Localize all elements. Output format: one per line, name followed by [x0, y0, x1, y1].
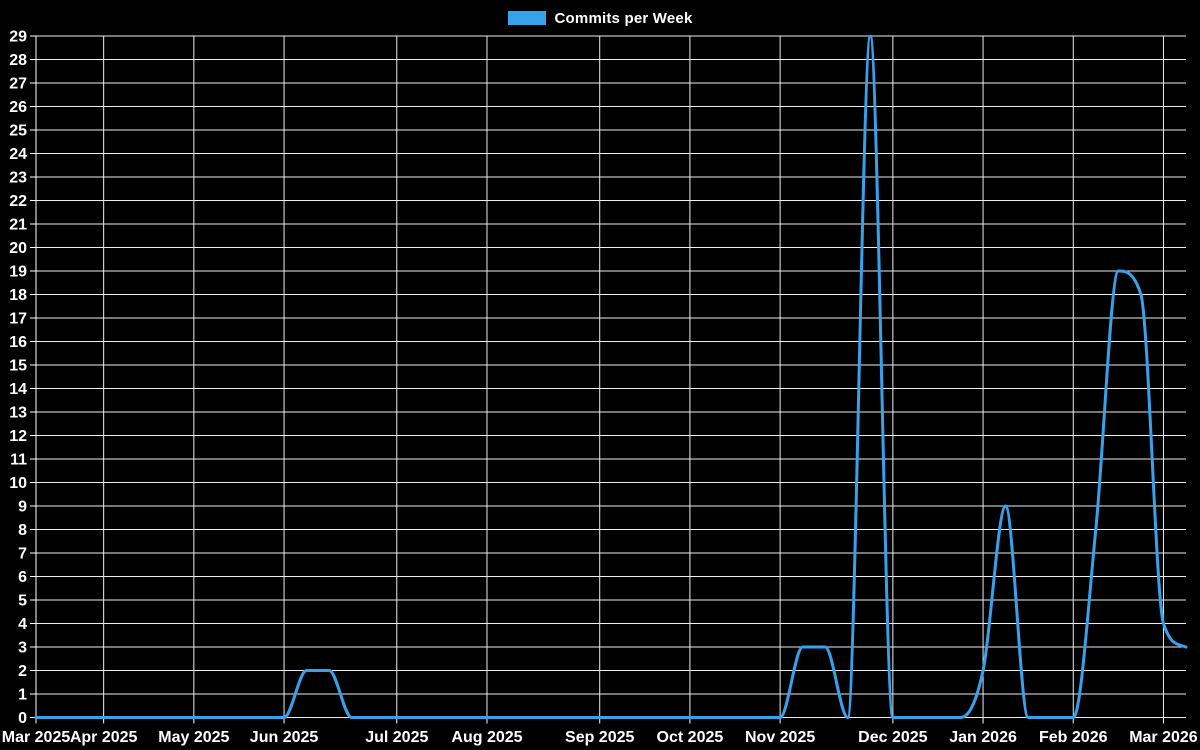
x-tick-label: May 2025: [158, 729, 229, 746]
y-tick-label: 25: [9, 123, 27, 140]
y-tick-label: 14: [9, 381, 27, 398]
y-tick-label: 4: [18, 616, 27, 633]
x-tick-label: Mar 2026: [1129, 729, 1198, 746]
y-tick-label: 11: [10, 452, 27, 469]
x-tick-label: Apr 2025: [70, 729, 138, 746]
y-tick-label: 3: [18, 640, 27, 657]
y-tick-label: 10: [9, 475, 27, 492]
y-tick-label: 2: [18, 663, 27, 680]
x-tick-label: Dec 2025: [858, 729, 927, 746]
y-tick-label: 20: [9, 240, 27, 257]
legend-swatch: [507, 11, 546, 25]
y-tick-label: 29: [9, 29, 27, 46]
x-tick-label: Oct 2025: [657, 729, 724, 746]
y-tick-label: 26: [9, 99, 27, 116]
y-tick-label: 24: [9, 146, 27, 163]
y-tick-label: 1: [18, 687, 27, 704]
x-tick-label: Nov 2025: [745, 729, 815, 746]
y-tick-label: 5: [18, 593, 27, 610]
legend: Commits per Week: [0, 9, 1200, 27]
y-tick-label: 13: [9, 405, 27, 422]
y-tick-label: 28: [9, 52, 27, 69]
y-tick-label: 27: [9, 76, 27, 93]
y-tick-label: 16: [9, 334, 27, 351]
x-tick-label: Mar 2025: [2, 729, 71, 746]
x-tick-label: Jan 2026: [949, 729, 1017, 746]
y-tick-label: 17: [9, 311, 27, 328]
y-tick-label: 23: [9, 170, 27, 187]
x-tick-label: Jun 2025: [250, 729, 319, 746]
y-tick-label: 18: [9, 287, 27, 304]
commits-line-series: [34, 34, 1188, 719]
y-tick-label: 9: [18, 499, 27, 516]
y-tick-label: 22: [9, 193, 27, 210]
legend-label: Commits per Week: [554, 9, 693, 27]
y-tick-label: 15: [9, 358, 27, 375]
x-tick-label: Aug 2025: [451, 729, 522, 746]
y-tick-label: 19: [9, 264, 27, 281]
y-tick-label: 0: [18, 710, 27, 727]
x-tick-label: Feb 2026: [1039, 729, 1108, 746]
x-tick-label: Jul 2025: [365, 729, 428, 746]
y-tick-label: 8: [18, 522, 27, 539]
x-tick-label: Sep 2025: [565, 729, 634, 746]
y-tick-label: 7: [18, 546, 27, 563]
y-tick-label: 6: [18, 569, 27, 586]
y-tick-label: 12: [9, 428, 27, 445]
y-tick-label: 21: [9, 217, 27, 234]
